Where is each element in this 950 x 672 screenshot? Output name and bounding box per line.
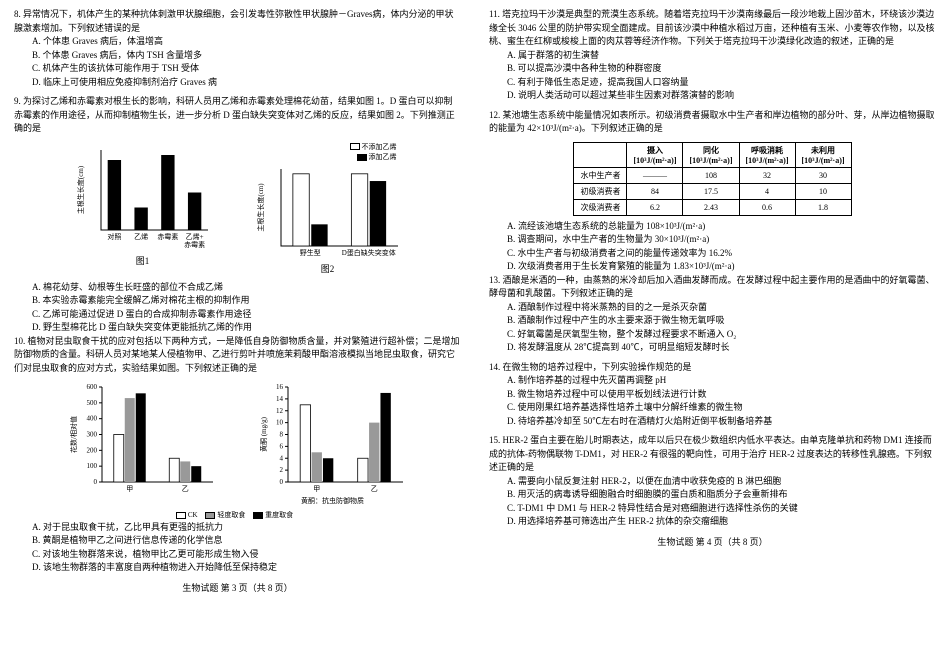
svg-text:乙烯+: 乙烯+ xyxy=(185,232,203,241)
svg-text:0: 0 xyxy=(279,478,283,486)
q9-charts: 对照乙烯赤霉素乙烯+赤霉素主根生长度(cm) 图1 不添加乙烯 添加乙烯 野生型… xyxy=(14,142,461,275)
q15-opt-d: D. 用选择培养基可筛选出产生 HER-2 抗体的杂交瘤细胞 xyxy=(507,515,936,529)
q13: 13. 酒酿是米酒的一种，由蒸熟的米冷却后加入酒曲发酵而成。在发酵过程中起主要作… xyxy=(489,274,936,355)
chart3-leg2: 轻度取食 xyxy=(217,510,245,520)
q12: 12. 某池塘生态系统中能量情况如表所示。初级消费者摄取水中生产者和岸边植物的部… xyxy=(489,109,936,136)
chart3-leg1: CK xyxy=(188,511,198,519)
q10-opt-c: C. 对该地生物群落来说，植物甲比乙更可能形成生物入侵 xyxy=(32,548,461,562)
svg-text:300: 300 xyxy=(86,431,97,439)
svg-text:黄酮 (mg/g): 黄酮 (mg/g) xyxy=(259,416,268,451)
svg-text:甲: 甲 xyxy=(313,485,320,493)
q9-opt-c: C. 乙烯可能通过促进 D 蛋白的合成抑制赤霉素作用途径 xyxy=(32,308,461,322)
q11: 11. 塔克拉玛干沙漠是典型的荒漠生态系统。随着塔克拉玛干沙漠南缘最后一段沙地栽… xyxy=(489,8,936,103)
q14: 14. 在微生物的培养过程中，下列实验操作规范的是 A. 制作培养基的过程中先灭… xyxy=(489,361,936,429)
svg-text:D蛋白缺失突变体: D蛋白缺失突变体 xyxy=(341,248,395,257)
q13-stem: 13. 酒酿是米酒的一种，由蒸熟的米冷却后加入酒曲发酵而成。在发酵过程中起主要作… xyxy=(489,274,936,301)
q15-opt-c: C. T-DM1 中 DM1 与 HER-2 特异性结合是对癌细胞进行选择性杀伤… xyxy=(507,502,936,516)
q14-opt-d: D. 待培养基冷却至 50℃左右时在酒精灯火焰附近倒平板制备培养基 xyxy=(507,415,936,429)
q13-opt-a: A. 酒酿制作过程中将米蒸熟的目的之一是杀灭杂菌 xyxy=(507,301,936,315)
q15-stem: 15. HER-2 蛋白主要在胎儿时期表达，成年以后只在极少数组织内低水平表达。… xyxy=(489,434,936,475)
q12-table: 摄入[10³J/(m²·a)]同化[10³J/(m²·a)]呼吸消耗[10³J/… xyxy=(573,142,851,216)
svg-text:14: 14 xyxy=(276,395,284,403)
chart2: 不添加乙烯 添加乙烯 野生型 D蛋白缺失突变体 主根生长度(cm) 图2 xyxy=(253,142,403,275)
q10: 10. 植物对昆虫取食干扰的应对包括以下两种方式，一是降低自身防御物质含量，并对… xyxy=(14,335,461,376)
svg-text:100: 100 xyxy=(86,462,97,470)
svg-text:赤霉素: 赤霉素 xyxy=(184,240,205,249)
q8-opt-a: A. 个体患 Graves 病后，体温增高 xyxy=(32,35,461,49)
q11-opt-d: D. 说明人类活动可以超过某些非生因素对群落演替的影响 xyxy=(507,89,936,103)
svg-text:10: 10 xyxy=(276,419,284,427)
chart2-title: 图2 xyxy=(253,262,403,275)
q13-opt-c: C. 好氧霉菌是厌氧型生物，整个发酵过程要求不断通入 O₂ xyxy=(507,328,936,342)
q13-opt-b: B. 酒酿制作过程中产生的水主要来源于微生物无氧呼吸 xyxy=(507,314,936,328)
q12-opt-d: D. 次级消费者用于生长发育繁殖的能量为 1.83×10³J/(m²·a) xyxy=(507,260,936,274)
svg-text:12: 12 xyxy=(276,407,284,415)
q12-opt-a: A. 流经该池塘生态系统的总能量为 108×10³J/(m²·a) xyxy=(507,220,936,234)
q8: 8. 异常情况下，机体产生的某种抗体刺激甲状腺细胞，会引发毒性弥散性甲状腺肿－G… xyxy=(14,8,461,89)
chart1: 对照乙烯赤霉素乙烯+赤霉素主根生长度(cm) 图1 xyxy=(73,142,213,275)
svg-text:16: 16 xyxy=(276,383,284,391)
q14-opt-b: B. 微生物培养过程中可以使用平板划线法进行计数 xyxy=(507,388,936,402)
svg-text:野生型: 野生型 xyxy=(299,248,320,257)
right-footer: 生物试题 第 4 页（共 8 页） xyxy=(489,535,936,548)
q10-opt-b: B. 黄酮是植物甲乙之间进行信息传递的化学信息 xyxy=(32,534,461,548)
chart3: 0 100 200 300 400 500 600 甲 乙 花数/相对值 xyxy=(68,381,218,506)
svg-text:8: 8 xyxy=(279,431,283,439)
q10-opt-d: D. 该地生物群落的丰富度自两种植物进入开始降低至保持稳定 xyxy=(32,561,461,575)
svg-text:乙: 乙 xyxy=(181,485,188,493)
q8-opt-d: D. 临床上可使用相应免疫抑制剂治疗 Graves 病 xyxy=(32,76,461,90)
q9: 9. 为探讨乙烯和赤霉素对根生长的影响，科研人员用乙烯和赤霉素处理棉花幼苗，结果… xyxy=(14,95,461,136)
q12-opt-c: C. 水中生产者与初级消费者之间的能量传递效率为 16.2% xyxy=(507,247,936,261)
q10-stem: 10. 植物对昆虫取食干扰的应对包括以下两种方式，一是降低自身防御物质含量，并对… xyxy=(14,335,461,376)
q12-stem: 12. 某池塘生态系统中能量情况如表所示。初级消费者摄取水中生产者和岸边植物的部… xyxy=(489,109,936,136)
svg-text:甲: 甲 xyxy=(126,485,133,493)
q12-opts: A. 流经该池塘生态系统的总能量为 108×10³J/(m²·a) B. 调查期… xyxy=(489,220,936,274)
svg-text:花数/相对值: 花数/相对值 xyxy=(69,416,78,453)
svg-text:赤霉素: 赤霉素 xyxy=(157,232,178,241)
q11-opt-c: C. 有利于降低生态足迹，提高我国人口容纳量 xyxy=(507,76,936,90)
q14-opt-c: C. 使用刚果红培养基选择性培养土壤中分解纤维素的微生物 xyxy=(507,401,936,415)
q15-opt-a: A. 需要向小鼠反复注射 HER-2，以便在血清中收获免疫的 B 淋巴细胞 xyxy=(507,475,936,489)
chart2-leg1: 不添加乙烯 xyxy=(362,142,397,152)
q8-opt-b: B. 个体患 Graves 病后，体内 TSH 含量增多 xyxy=(32,49,461,63)
q9-opt-a: A. 棉花幼芽、幼根等生长旺盛的部位不合成乙烯 xyxy=(32,281,461,295)
chart1-title: 图1 xyxy=(73,254,213,267)
q9-opt-d: D. 野生型棉花比 D 蛋白缺失突变体更能抵抗乙烯的作用 xyxy=(32,321,461,335)
svg-text:6: 6 xyxy=(279,442,283,450)
svg-text:乙烯: 乙烯 xyxy=(134,232,148,241)
q9-opts: A. 棉花幼芽、幼根等生长旺盛的部位不合成乙烯 B. 本实验赤霉素能完全缓解乙烯… xyxy=(14,281,461,335)
svg-text:主根生长度(cm): 主根生长度(cm) xyxy=(256,182,265,231)
q9-stem: 9. 为探讨乙烯和赤霉素对根生长的影响，科研人员用乙烯和赤霉素处理棉花幼苗，结果… xyxy=(14,95,461,136)
q10-opt-a: A. 对于昆虫取食干扰，乙比甲具有更强的抵抗力 xyxy=(32,521,461,535)
q15-opt-b: B. 用灭活的病毒诱导细胞融合时细胞膜的蛋白质和脂质分子会重新排布 xyxy=(507,488,936,502)
q10-charts: 0 100 200 300 400 500 600 甲 乙 花数/相对值 0 2 4 6 8 10 12 14 1… xyxy=(14,381,461,506)
q8-opt-c: C. 机体产生的该抗体可能作用于 TSH 受体 xyxy=(32,62,461,76)
q13-opt-d: D. 将发酵温度从 28℃提高到 40℃，可明显缩短发酵时长 xyxy=(507,341,936,355)
chart4-note: 黄酮：抗虫防御物质 xyxy=(258,496,408,506)
chart4: 0 2 4 6 8 10 12 14 16 甲 乙 黄酮 (mg/g) 黄酮：抗虫防御物质 xyxy=(258,381,408,506)
chart2-leg2: 添加乙烯 xyxy=(369,152,397,162)
q14-opt-a: A. 制作培养基的过程中先灭菌再调整 pH xyxy=(507,374,936,388)
svg-text:600: 600 xyxy=(86,383,97,391)
svg-text:4: 4 xyxy=(279,454,283,462)
svg-text:200: 200 xyxy=(86,446,97,454)
svg-text:对照: 对照 xyxy=(107,232,121,241)
q10-opts: A. 对于昆虫取食干扰，乙比甲具有更强的抵抗力 B. 黄酮是植物甲乙之间进行信息… xyxy=(14,521,461,575)
left-footer: 生物试题 第 3 页（共 8 页） xyxy=(14,581,461,594)
q11-opt-b: B. 可以提高沙漠中各种生物的种群密度 xyxy=(507,62,936,76)
svg-text:500: 500 xyxy=(86,399,97,407)
q15: 15. HER-2 蛋白主要在胎儿时期表达，成年以后只在极少数组织内低水平表达。… xyxy=(489,434,936,529)
q11-stem: 11. 塔克拉玛干沙漠是典型的荒漠生态系统。随着塔克拉玛干沙漠南缘最后一段沙地栽… xyxy=(489,8,936,49)
q8-stem: 8. 异常情况下，机体产生的某种抗体刺激甲状腺细胞，会引发毒性弥散性甲状腺肿－G… xyxy=(14,8,461,35)
chart3-leg3: 重度取食 xyxy=(265,510,293,520)
q12-opt-b: B. 调查期间，水中生产者的生物量为 30×10³J/(m²·a) xyxy=(507,233,936,247)
svg-text:400: 400 xyxy=(86,415,97,423)
svg-text:乙: 乙 xyxy=(370,485,377,493)
q14-stem: 14. 在微生物的培养过程中，下列实验操作规范的是 xyxy=(489,361,936,375)
svg-text:0: 0 xyxy=(93,478,97,486)
q9-opt-b: B. 本实验赤霉素能完全缓解乙烯对棉花主根的抑制作用 xyxy=(32,294,461,308)
svg-text:2: 2 xyxy=(279,466,283,474)
q11-opt-a: A. 属于群落的初生演替 xyxy=(507,49,936,63)
svg-text:主根生长度(cm): 主根生长度(cm) xyxy=(76,165,85,214)
